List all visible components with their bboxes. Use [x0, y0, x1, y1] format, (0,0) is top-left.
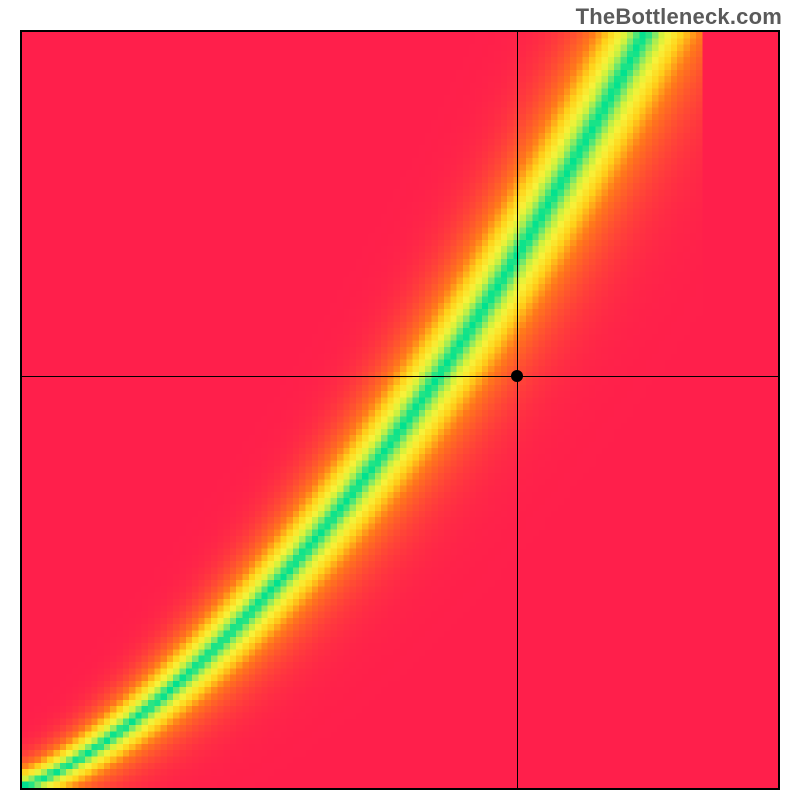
- watermark-text: TheBottleneck.com: [576, 4, 782, 30]
- figure-container: TheBottleneck.com: [0, 0, 800, 800]
- marker-dot: [511, 370, 523, 382]
- crosshair-horizontal: [22, 376, 778, 377]
- heatmap-plot: [20, 30, 780, 790]
- crosshair-vertical: [517, 32, 518, 788]
- heatmap-canvas: [22, 32, 778, 788]
